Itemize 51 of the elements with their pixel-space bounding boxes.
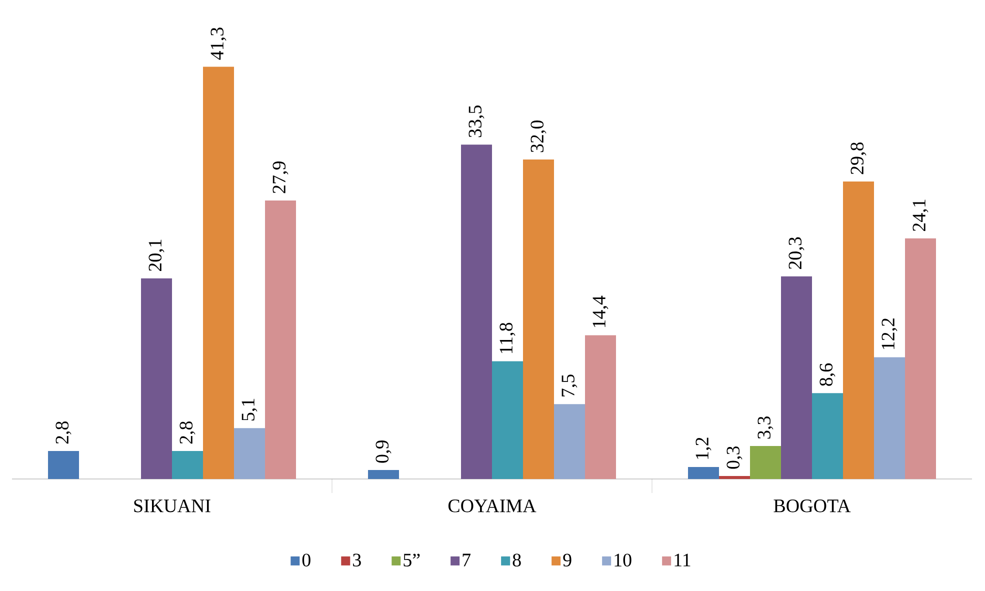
bar bbox=[234, 428, 266, 479]
data-label: 41,3 bbox=[210, 28, 226, 60]
bar bbox=[203, 66, 234, 479]
data-label: 20,1 bbox=[148, 240, 164, 271]
bar bbox=[48, 451, 80, 479]
bar bbox=[719, 476, 750, 479]
bar bbox=[812, 393, 843, 479]
legend-label: 11 bbox=[674, 554, 690, 566]
data-label: 33,5 bbox=[468, 106, 484, 138]
legend-label: 10 bbox=[614, 554, 632, 567]
bar bbox=[368, 470, 400, 479]
bar bbox=[874, 357, 905, 479]
bar bbox=[554, 404, 586, 479]
data-label: 11,8 bbox=[500, 322, 516, 353]
data-label: 2,8 bbox=[180, 421, 196, 444]
legend-label: 5” bbox=[404, 554, 420, 567]
bar bbox=[492, 361, 524, 479]
data-label: 1,2 bbox=[696, 438, 712, 459]
data-label: 32,0 bbox=[530, 120, 546, 152]
bar bbox=[461, 144, 492, 479]
bar bbox=[141, 278, 172, 479]
data-label: 14,4 bbox=[592, 296, 608, 328]
legend-label: 3 bbox=[353, 554, 361, 566]
data-label: 12,2 bbox=[882, 318, 898, 350]
data-label: 29,8 bbox=[850, 142, 866, 174]
bar bbox=[843, 182, 874, 479]
data-label: 0,3 bbox=[726, 446, 742, 469]
x-tick-label: BOGOTA bbox=[774, 500, 851, 512]
bar bbox=[688, 467, 719, 479]
bar bbox=[905, 238, 936, 479]
bar bbox=[585, 335, 616, 479]
bar bbox=[172, 451, 204, 479]
data-label: 5,1 bbox=[242, 398, 258, 420]
x-tick-label: SIKUANI bbox=[134, 500, 210, 512]
legend-label: 0 bbox=[302, 554, 310, 567]
bar bbox=[523, 160, 554, 479]
bar bbox=[781, 276, 812, 479]
legend-label: 7 bbox=[462, 554, 471, 566]
data-label: 2,8 bbox=[56, 421, 72, 444]
data-label: 8,6 bbox=[820, 363, 836, 386]
data-label: 3,3 bbox=[758, 416, 774, 439]
data-label: 27,9 bbox=[272, 161, 288, 194]
data-label: 7,5 bbox=[562, 374, 578, 396]
data-label: 20,3 bbox=[788, 237, 804, 269]
x-tick-label: COYAIMA bbox=[448, 500, 536, 512]
legend-label: 8 bbox=[512, 554, 521, 567]
data-label: 0,9 bbox=[376, 440, 392, 463]
legend-label: 9 bbox=[563, 554, 572, 566]
bar bbox=[750, 446, 781, 479]
data-label: 24,1 bbox=[912, 200, 928, 232]
bar bbox=[265, 200, 296, 479]
